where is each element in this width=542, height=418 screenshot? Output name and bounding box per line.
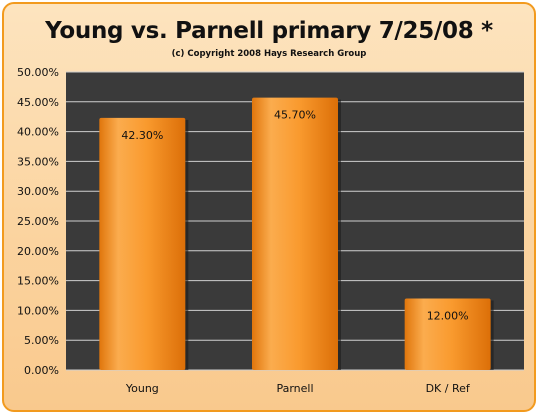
y-tick-label: 30.00% <box>17 185 59 198</box>
bars <box>99 97 494 371</box>
chart-title: Young vs. Parnell primary 7/25/08 * <box>45 18 493 44</box>
y-tick-label: 20.00% <box>17 245 59 258</box>
y-axis-tick-labels: 0.00% 5.00% 10.00% 15.00% 20.00% 25.00% 30.00%… <box>17 66 59 377</box>
x-category-label: Young <box>125 382 159 395</box>
x-axis-category-labels: Young Parnell DK / Ref <box>125 382 471 395</box>
data-labels: 42.30% 45.70% 12.00% <box>121 109 468 323</box>
chart-subtitle: (c) Copyright 2008 Hays Research Group <box>171 49 367 59</box>
bar-dk-ref <box>404 298 491 370</box>
data-label: 12.00% <box>427 309 469 322</box>
y-tick-label: 40.00% <box>17 126 59 139</box>
y-tick-label: 10.00% <box>17 304 59 317</box>
y-tick-label: 5.00% <box>24 334 59 347</box>
bar-young <box>99 117 186 370</box>
data-label: 42.30% <box>121 129 163 142</box>
x-category-label: DK / Ref <box>426 382 471 395</box>
y-tick-label: 25.00% <box>17 215 59 228</box>
y-tick-label: 15.00% <box>17 275 59 288</box>
x-category-label: Parnell <box>276 382 313 395</box>
y-tick-label: 45.00% <box>17 96 59 109</box>
y-tick-label: 0.00% <box>24 364 59 377</box>
data-label: 45.70% <box>274 109 316 122</box>
bar-parnell <box>252 97 338 371</box>
y-tick-label: 35.00% <box>17 155 59 168</box>
y-tick-label: 50.00% <box>17 66 59 79</box>
